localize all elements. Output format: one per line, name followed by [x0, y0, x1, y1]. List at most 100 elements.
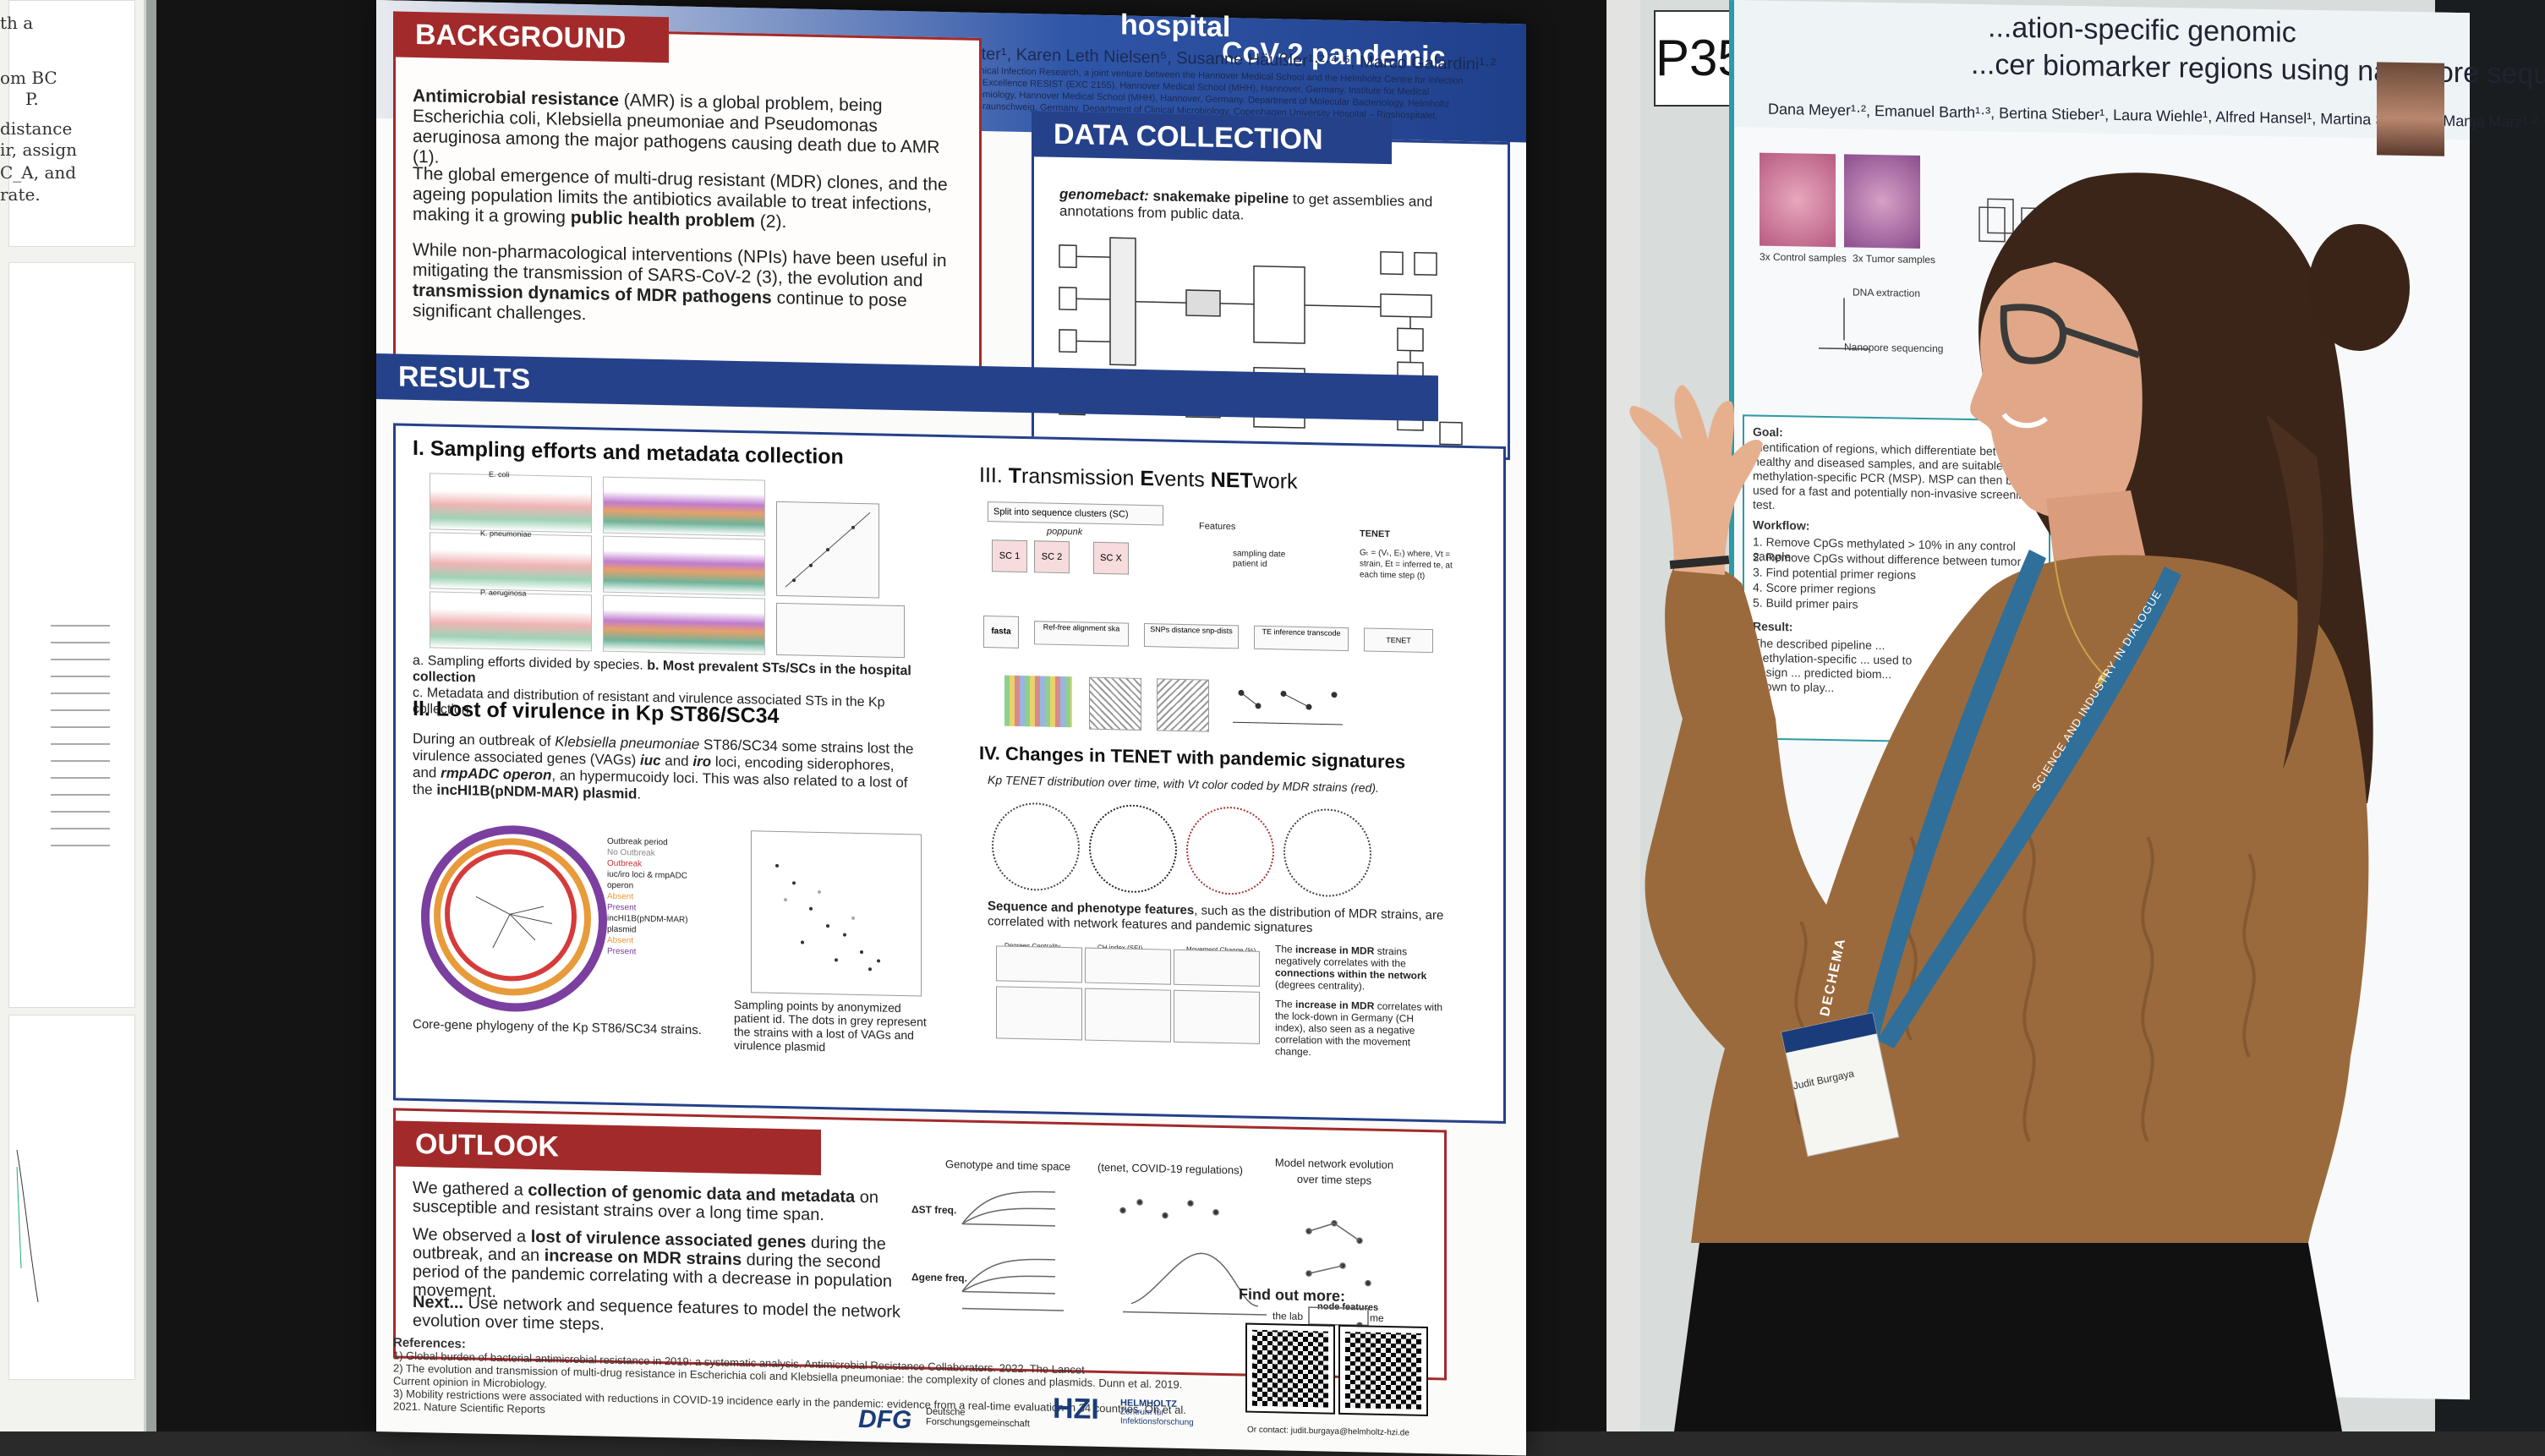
section-4-note-2: The increase in MDR correlates with the … — [1275, 998, 1443, 1059]
results-section-3-heading: III. Transmission Events NETwork — [979, 463, 1298, 494]
features-label: Features — [1199, 521, 1236, 533]
contact-email[interactable]: Or contact: judit.burgaya@helmholtz-hzi.… — [1247, 1425, 1409, 1438]
phylogeny-caption: Core-gene phylogeny of the Kp ST86/SC34 … — [413, 1016, 702, 1038]
qr-label-lab: the lab — [1272, 1310, 1304, 1322]
right-poster: ...ation-specific genomic ...cer biomark… — [1729, 0, 2545, 1400]
outlook-fig-title: (tenet, COVID-19 regulations) — [1097, 1160, 1243, 1177]
board-number-sign: P35 — [1654, 10, 1746, 107]
background-heading: BACKGROUND — [393, 11, 669, 63]
background-paragraph-3: While non-pharmacological interventions … — [413, 239, 947, 325]
right-poster-title-line1: ...ation-specific genomic — [1988, 11, 2296, 49]
sc-box: SC X — [1093, 541, 1129, 575]
correlation-plot — [1085, 947, 1171, 985]
outlook-fig-title: Genotype and time space — [945, 1158, 1071, 1174]
lanyard-right — [1877, 567, 2181, 1048]
scatter-correlation-plot — [996, 986, 1082, 1041]
results-section-4-heading: IV. Changes in TENET with pandemic signa… — [979, 742, 1406, 773]
section-2-text: During an outbreak of Klebsiella pneumon… — [413, 730, 914, 802]
dfg-logo: DFG — [858, 1404, 912, 1435]
smile — [2001, 413, 2048, 429]
background-section: BACKGROUND Antimicrobial resistance (AMR… — [393, 11, 982, 390]
outlook-section: OUTLOOK We gathered a collection of geno… — [393, 1108, 1447, 1381]
face — [1970, 262, 2143, 520]
sc-box: SC 1 — [992, 539, 1027, 573]
left-poster-line: th a — [0, 13, 34, 33]
board-divider — [1606, 0, 1640, 1431]
hair-bun — [2308, 224, 2410, 351]
te-matrix — [1157, 678, 1209, 732]
bracelet — [1669, 555, 1730, 570]
phylogeny-tree — [475, 896, 553, 949]
sc-split-box: Split into sequence clusters (SC) — [988, 501, 1163, 526]
tenet-graph-icon — [1233, 689, 1343, 725]
ecoli-area-plot — [430, 473, 592, 534]
name-badge — [1781, 1012, 1900, 1158]
lanyard-left — [1860, 550, 2046, 1044]
distance-matrix — [1089, 676, 1141, 731]
sampling-points-caption: Sampling points by anonymized patient id… — [734, 997, 927, 1054]
scatter-correlation-plot — [1174, 989, 1260, 1044]
section-4-caption: Kp TENET distribution over time, with Vt… — [988, 773, 1379, 795]
neck — [2046, 490, 2148, 567]
outlook-figure — [961, 1191, 1380, 1338]
timeline-plot — [776, 602, 905, 659]
left-poster-line: C_A, and — [0, 162, 77, 183]
left-poster-line: distance — [0, 118, 73, 139]
scatter-plot — [776, 501, 879, 599]
features-list: sampling date patient id — [1233, 549, 1286, 570]
glasses — [2000, 304, 2141, 364]
left-poster: th a om BC P. distance ir, assign C_A, a… — [0, 0, 144, 1431]
section-4-text: Sequence and phenotype features, such as… — [988, 899, 1444, 936]
poster-title-line1: hospital — [1120, 8, 1231, 44]
data-collection-text: genomebact: snakemake pipeline to get as… — [1059, 185, 1433, 223]
outlook-point-1: We gathered a collection of genomic data… — [413, 1178, 878, 1225]
results-section: I. Sampling efforts and metadata collect… — [393, 423, 1506, 1124]
section-4-note-1: The increase in MDR strains negatively c… — [1275, 943, 1427, 993]
right-poster-title-line2: ...cer biomarker regions using nanopore … — [1971, 47, 2545, 92]
qr-label-me: me — [1370, 1311, 1384, 1324]
species-label: E. coli — [489, 469, 510, 479]
presenter-person — [1629, 172, 2410, 1431]
left-board: th a om BC P. distance ir, assign C_A, a… — [0, 0, 156, 1431]
background-paragraph-2: The global emergence of multi-drug resis… — [413, 163, 948, 233]
tenet-network — [1283, 807, 1371, 898]
sc-box: SC 2 — [1034, 540, 1070, 574]
hzi-subtitle: Zentrum für Infektionsforschung — [1120, 1407, 1194, 1428]
left-poster-line: P. — [25, 89, 39, 109]
outlook-heading: OUTLOOK — [393, 1120, 821, 1176]
poppunk-label: poppunk — [1047, 526, 1083, 538]
dfg-subtitle: Deutsche Forschungsgemeinschaft — [926, 1406, 1030, 1430]
find-out-more: Find out more: — [1239, 1285, 1345, 1305]
results-section-1-heading: I. Sampling efforts and metadata collect… — [413, 435, 844, 469]
left-poster-line: om BC — [0, 68, 57, 88]
left-poster-figure — [16, 625, 110, 1303]
dark-skirt — [1674, 1243, 2342, 1431]
st-distribution-plot — [603, 535, 765, 596]
personal-qr-code[interactable] — [1338, 1324, 1428, 1417]
left-poster-line: rate. — [0, 184, 41, 205]
lab-qr-code[interactable] — [1245, 1322, 1335, 1415]
scatter-correlation-plot — [1085, 988, 1171, 1043]
hand — [1629, 385, 1763, 575]
raised-arm-sleeve — [1665, 563, 1776, 719]
data-collection-heading: DATA COLLECTION — [1032, 111, 1392, 165]
species-label: K. pneumoniae — [480, 528, 532, 539]
left-poster-line: ir, assign — [0, 140, 78, 160]
alignment-matrix — [1004, 675, 1072, 728]
tenet-pipeline: fasta Ref-free alignment ska SNPs distan… — [983, 616, 1491, 660]
correlation-plot — [1174, 949, 1260, 987]
tenet-label: TENET — [1360, 528, 1391, 540]
necklace — [2054, 557, 2106, 677]
hair-strand — [2266, 414, 2323, 769]
tenet-network — [1089, 803, 1177, 894]
hzi-logo: HZI — [1053, 1392, 1099, 1426]
author-photo — [2377, 62, 2444, 156]
main-poster: hospital CoV-2 pandemic Baier², Dirk Sch… — [376, 0, 1526, 1456]
tenet-network — [1186, 806, 1274, 896]
sampling-points-plot — [751, 830, 922, 997]
tenet-network — [992, 802, 1080, 892]
species-label: P. aeruginosa — [480, 588, 527, 598]
tenet-definition: Gₜ = (Vₜ, Eₜ) where, Vt = strain, Et = i… — [1360, 548, 1453, 581]
phylogeny-legend: Outbreak period No Outbreak Outbreak iuc… — [607, 836, 688, 957]
st-distribution-plot — [603, 594, 765, 655]
